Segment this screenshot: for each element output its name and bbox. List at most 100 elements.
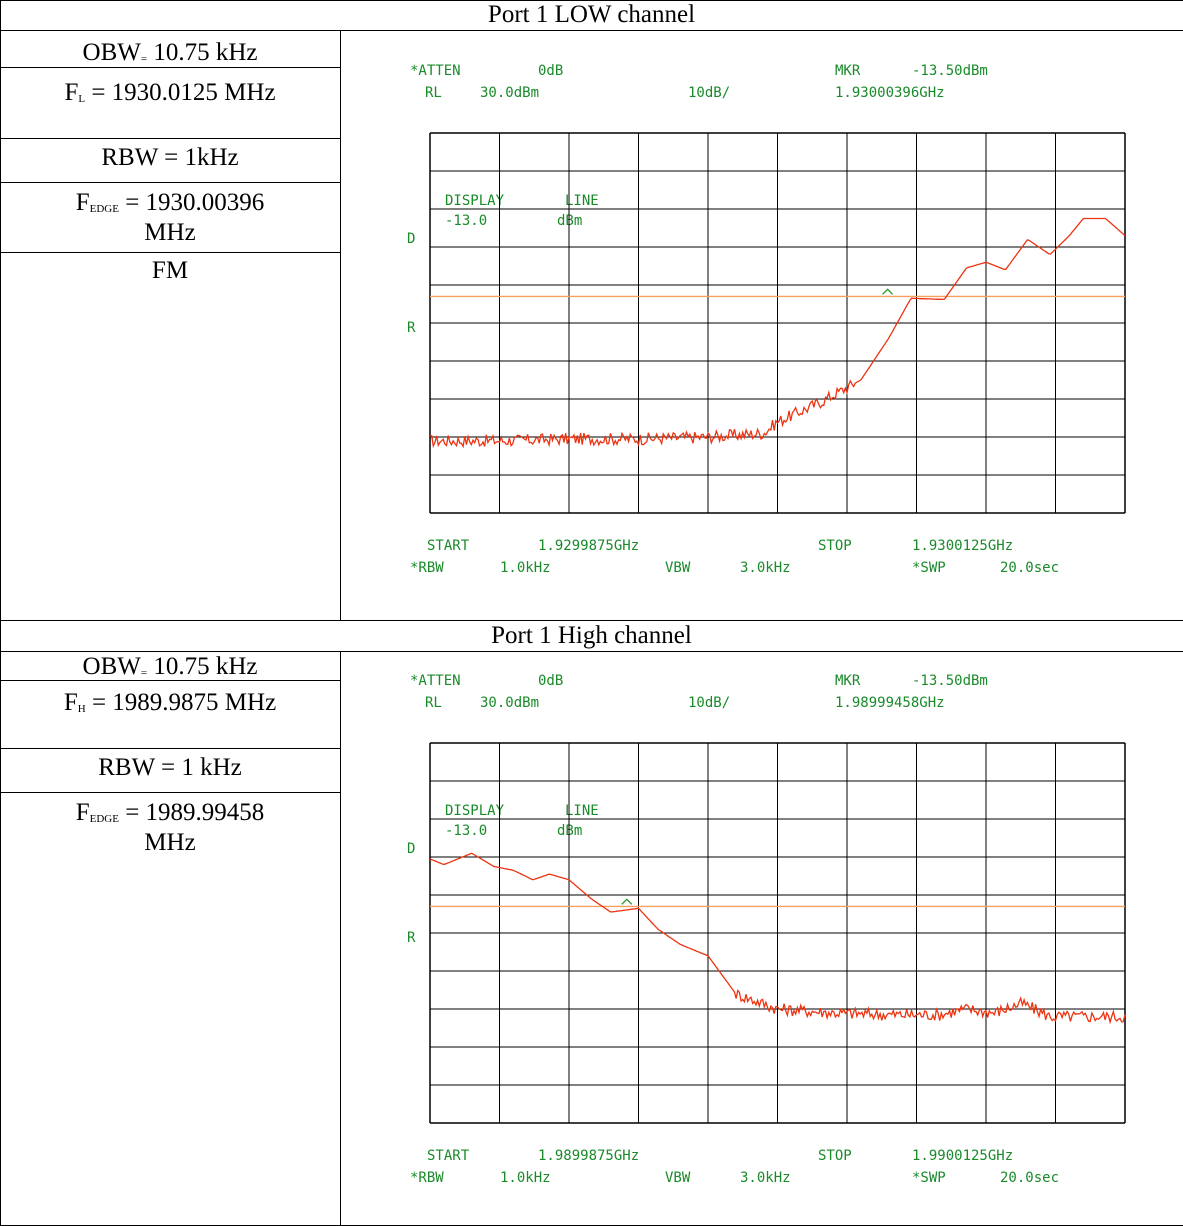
rbw-value: 1.0kHz: [500, 1170, 551, 1186]
swp-label: *SWP: [912, 560, 946, 576]
mkr-freq: 1.93000396GHz: [835, 85, 945, 101]
mkr-level: -13.50dBm: [912, 673, 988, 689]
rbw-value: 1.0kHz: [500, 560, 551, 576]
mkr-level: -13.50dBm: [912, 63, 988, 79]
edge-sub: EDGE: [89, 813, 119, 825]
swp-value: 20.0sec: [1000, 1170, 1059, 1186]
stop-label: STOP: [818, 538, 852, 554]
vbw-label: VBW: [665, 1170, 691, 1186]
section-title-low-channel: Port 1 LOW channel: [487, 1, 696, 28]
display-line-unit: dBm: [557, 213, 582, 229]
obw-value: 10.75 kHz: [153, 39, 258, 66]
rbw-label: *RBW: [410, 1170, 444, 1186]
info-divider: [0, 182, 340, 183]
graticule: [429, 742, 1126, 1124]
edge-cell: FEDGE = 1930.00396 MHz: [0, 190, 340, 245]
edge-cell: FEDGE = 1989.99458 MHz: [0, 800, 340, 855]
display-line-unit: dBm: [557, 823, 582, 839]
info-divider: [0, 252, 340, 253]
start-label: START: [427, 538, 470, 554]
rl-label: RL: [425, 695, 442, 711]
spectrum-plot-high: *ATTEN 0dB MKR -13.50dBm RL 30.0dBm 10dB…: [345, 668, 1183, 1198]
swp-value: 20.0sec: [1000, 560, 1059, 576]
mkr-label: MKR: [835, 673, 861, 689]
row-divider: [0, 651, 1183, 652]
rl-value: 30.0dBm: [480, 85, 539, 101]
info-divider: [0, 138, 340, 139]
high-freq-cell: FH = 1989.9875 MHz: [0, 690, 340, 720]
column-divider: [340, 30, 341, 620]
info-divider: [0, 67, 340, 68]
display-line-mode: LINE: [565, 803, 599, 819]
rl-value: 30.0dBm: [480, 695, 539, 711]
edge-value: = 1930.00396: [125, 189, 265, 216]
obw-value: 10.75 kHz: [153, 653, 258, 680]
edge-label: F: [75, 189, 90, 216]
display-line-mode: LINE: [565, 193, 599, 209]
info-divider: [0, 792, 340, 793]
atten-label: *ATTEN: [410, 673, 461, 689]
low-freq-cell: FL = 1930.0125 MHz: [0, 80, 340, 110]
edge-unit: MHz: [144, 219, 196, 246]
side-label-r: R: [407, 930, 416, 946]
side-label-r: R: [407, 320, 416, 336]
edge-label: F: [75, 799, 90, 826]
info-divider: [0, 748, 340, 749]
mkr-label: MKR: [835, 63, 861, 79]
obw-cell: OBW= 10.75 kHz: [0, 40, 340, 70]
display-line-value: -13.0: [445, 823, 487, 839]
obw-label: OBW: [82, 39, 141, 66]
edge-sub: EDGE: [89, 203, 119, 215]
spectrum-trace: [429, 217, 1126, 449]
graticule: [429, 132, 1126, 514]
plot-area: [429, 852, 1126, 1025]
side-label-d: D: [407, 841, 415, 857]
rl-label: RL: [425, 85, 442, 101]
f-sub: H: [77, 703, 86, 715]
obw-sub: =: [140, 53, 148, 65]
start-value: 1.9899875GHz: [538, 1148, 639, 1164]
rbw-label: *RBW: [410, 560, 444, 576]
edge-unit: MHz: [144, 829, 196, 856]
obw-cell: OBW= 10.75 kHz: [0, 654, 340, 684]
modulation-cell: FM: [151, 257, 189, 284]
obw-sub: =: [140, 667, 148, 679]
spectrum-svg: *ATTEN 0dB MKR -13.50dBm RL 30.0dBm 10dB…: [407, 63, 1126, 576]
scale-label: 10dB/: [688, 695, 730, 711]
section-title-high-channel: Port 1 High channel: [491, 622, 692, 649]
f-value: = 1989.9875 MHz: [91, 689, 277, 716]
display-line-value: -13.0: [445, 213, 487, 229]
f-label: F: [63, 689, 78, 716]
side-label-d: D: [407, 231, 415, 247]
f-sub: L: [78, 93, 86, 105]
row-divider: [0, 30, 1183, 31]
f-label: F: [64, 79, 79, 106]
rbw-cell: RBW = 1 kHz: [98, 754, 242, 781]
table-top-border: [0, 0, 1183, 1]
vbw-value: 3.0kHz: [740, 560, 791, 576]
start-value: 1.9299875GHz: [538, 538, 639, 554]
stop-value: 1.9300125GHz: [912, 538, 1013, 554]
atten-value: 0dB: [538, 673, 563, 689]
stop-label: STOP: [818, 1148, 852, 1164]
vbw-value: 3.0kHz: [740, 1170, 791, 1186]
display-line-label: DISPLAY: [445, 803, 505, 819]
plot-area: [429, 217, 1126, 449]
info-divider: [0, 680, 340, 681]
mkr-freq: 1.98999458GHz: [835, 695, 945, 711]
scale-label: 10dB/: [688, 85, 730, 101]
swp-label: *SWP: [912, 1170, 946, 1186]
atten-label: *ATTEN: [410, 63, 461, 79]
marker-icon: [621, 898, 633, 905]
edge-value: = 1989.99458: [125, 799, 265, 826]
atten-value: 0dB: [538, 63, 563, 79]
row-divider: [0, 620, 1183, 621]
table-left-border: [0, 0, 1, 1226]
f-value: = 1930.0125 MHz: [91, 79, 276, 106]
rbw-cell: RBW = 1kHz: [101, 144, 239, 171]
spectrum-svg: *ATTEN 0dB MKR -13.50dBm RL 30.0dBm 10dB…: [407, 673, 1126, 1186]
vbw-label: VBW: [665, 560, 691, 576]
marker-icon: [882, 288, 894, 295]
stop-value: 1.9900125GHz: [912, 1148, 1013, 1164]
start-label: START: [427, 1148, 470, 1164]
